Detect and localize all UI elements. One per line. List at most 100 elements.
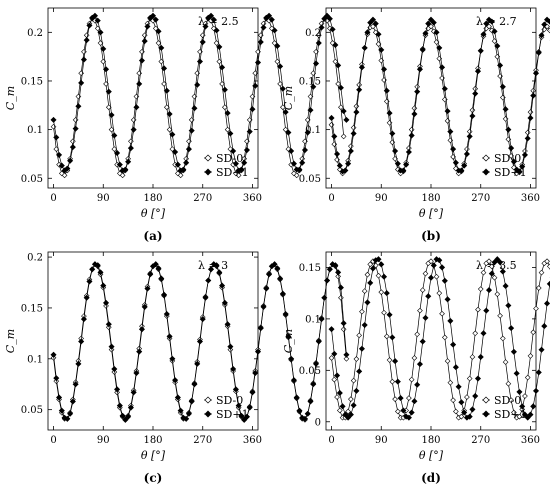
x-tick-label: 180 <box>143 435 162 446</box>
data-point <box>414 88 421 95</box>
data-point <box>381 309 387 316</box>
data-point <box>280 104 286 111</box>
data-point <box>450 397 456 403</box>
data-point <box>364 29 371 36</box>
x-tick-label: 90 <box>97 435 110 446</box>
data-point <box>188 127 195 134</box>
data-point <box>315 338 322 345</box>
data-point <box>127 404 134 411</box>
data-point <box>336 162 343 169</box>
data-point <box>419 338 426 345</box>
data-point <box>188 398 195 405</box>
data-point <box>505 126 512 133</box>
data-point <box>149 12 157 19</box>
data-point <box>166 333 173 340</box>
data-point <box>128 138 134 145</box>
data-point <box>246 128 253 135</box>
data-point <box>103 299 110 306</box>
data-point <box>511 409 517 416</box>
x-tick-label: 0 <box>328 193 334 204</box>
y-tick-label: 0.1 <box>27 125 43 136</box>
data-point <box>386 119 393 126</box>
data-point <box>277 63 284 70</box>
x-tick-label: 0 <box>328 435 334 446</box>
data-point <box>155 265 162 272</box>
data-point <box>422 270 429 277</box>
data-point <box>508 397 514 403</box>
data-point <box>334 372 341 379</box>
data-point <box>172 148 179 156</box>
y-tick-label: 0.2 <box>27 28 43 39</box>
data-point <box>466 128 473 135</box>
data-point <box>328 114 335 121</box>
data-point <box>191 381 198 388</box>
data-point <box>136 80 143 87</box>
data-point <box>386 357 393 363</box>
data-point <box>103 66 110 73</box>
data-point <box>94 17 101 24</box>
x-tick-label: 270 <box>193 435 212 446</box>
data-point <box>416 66 423 73</box>
data-point <box>235 172 242 179</box>
data-point <box>271 261 278 268</box>
data-point <box>185 410 192 417</box>
series-sd-0 <box>50 15 347 179</box>
data-point <box>169 355 176 362</box>
data-point <box>505 380 512 387</box>
data-point <box>428 258 434 265</box>
data-point <box>358 345 365 352</box>
data-point <box>466 133 473 140</box>
data-point <box>408 126 415 133</box>
data-point <box>447 128 454 135</box>
data-point <box>472 85 479 92</box>
data-point <box>532 387 540 394</box>
y-tick-label: 0.15 <box>299 76 321 87</box>
data-point <box>519 403 526 410</box>
data-point <box>260 303 267 310</box>
data-point <box>345 160 352 167</box>
data-point <box>301 415 308 422</box>
y-tick-label: 0.05 <box>299 174 321 185</box>
data-point <box>474 375 481 382</box>
data-point <box>257 39 264 46</box>
data-point <box>144 23 151 30</box>
data-point <box>80 316 87 323</box>
data-point <box>210 16 217 23</box>
data-point <box>433 29 440 36</box>
data-point <box>249 106 256 113</box>
data-point <box>472 90 479 97</box>
lambda-annotation: λ = 2.7 <box>476 15 517 28</box>
data-point <box>527 411 534 418</box>
data-point <box>452 159 459 166</box>
data-point <box>130 389 137 396</box>
data-point <box>172 377 179 384</box>
y-tick-label: 0.05 <box>21 174 43 185</box>
data-point <box>299 159 306 166</box>
legend-label: SD-0 <box>216 394 243 407</box>
data-point <box>208 266 215 273</box>
data-point <box>441 277 448 284</box>
data-point <box>288 148 295 155</box>
data-point <box>324 277 331 284</box>
legend-label: SD-0 <box>494 394 521 407</box>
data-point <box>343 116 350 123</box>
data-point <box>488 18 495 25</box>
data-point <box>378 46 385 53</box>
data-point <box>400 167 407 174</box>
data-point <box>249 389 256 396</box>
data-point <box>447 317 454 324</box>
data-point <box>183 415 190 422</box>
data-point <box>367 279 374 286</box>
data-point <box>263 285 270 292</box>
data-point <box>361 322 368 329</box>
data-point <box>213 27 220 34</box>
data-point <box>152 261 159 268</box>
data-point <box>367 261 374 268</box>
data-point <box>97 269 104 276</box>
data-point <box>386 110 393 117</box>
data-point <box>378 289 385 295</box>
data-point <box>279 85 286 92</box>
data-point <box>369 16 376 23</box>
